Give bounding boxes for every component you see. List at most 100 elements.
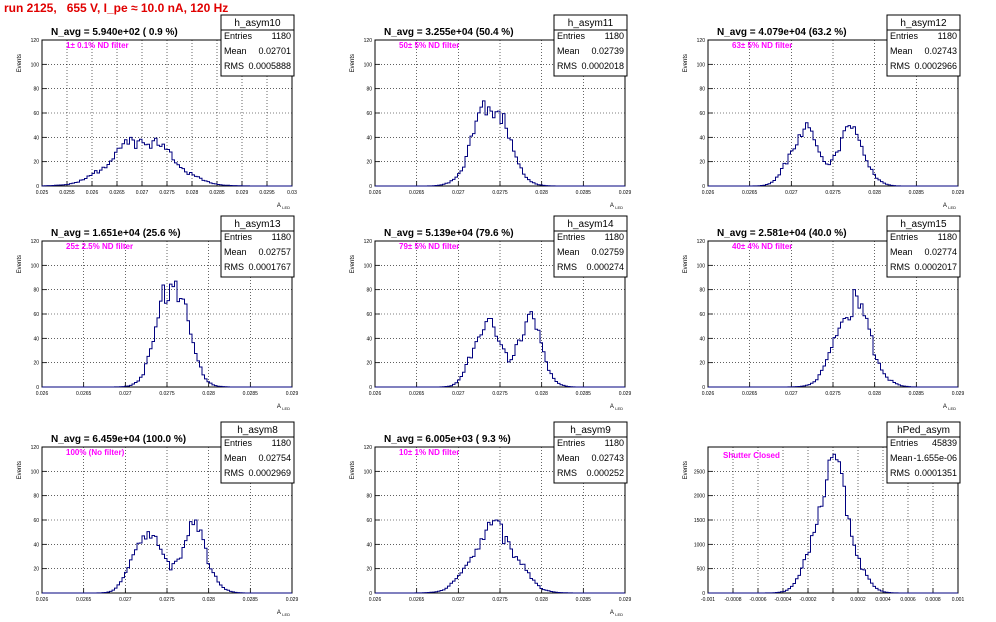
filter-annotation: Shutter Closed [723, 451, 780, 460]
stats-label-rms: RMS [890, 262, 910, 272]
y-tick-label: 120 [364, 239, 373, 245]
stats-label-entries: Entries [557, 31, 586, 41]
x-tick-label: 0.028 [186, 190, 199, 196]
y-tick-label: 1500 [694, 518, 705, 524]
x-tick-label: 0.0002 [850, 597, 866, 603]
y-tick-label: 40 [33, 135, 39, 141]
x-tick-label: 0.0265 [742, 190, 758, 196]
y-tick-label: 60 [33, 518, 39, 524]
filter-annotation: 25± 2.5% ND filter [66, 242, 133, 251]
histogram-series [42, 280, 292, 388]
histogram-series [708, 289, 958, 388]
x-tick-label: 0.0285 [243, 391, 259, 397]
x-tick-label: 0.0275 [492, 597, 508, 603]
x-tick-label: 0.029 [286, 391, 299, 397]
x-tick-label: 0.027 [785, 190, 798, 196]
x-tick-label: 0.027 [136, 190, 149, 196]
x-tick-label: 0.026 [702, 391, 715, 397]
histogram-name: h_asym15 [900, 219, 947, 230]
y-axis-label: Events [350, 255, 356, 273]
x-axis-label: A LED [943, 404, 956, 411]
page-title: run 2125, 655 V, I_pe ≈ 10.0 nA, 120 Hz [4, 1, 229, 15]
stats-label-mean: Mean [224, 453, 247, 463]
x-tick-label: 0.028 [202, 597, 215, 603]
x-tick-label: 0.029 [952, 391, 965, 397]
x-tick-label: 0.0265 [409, 597, 425, 603]
stats-value-rms: 0.0002018 [581, 61, 624, 71]
y-axis-label: Events [683, 461, 689, 479]
y-axis-label: Events [17, 255, 23, 273]
y-tick-label: 100 [364, 469, 373, 475]
y-tick-label: 60 [366, 518, 372, 524]
x-tick-label: 0.029 [619, 190, 632, 196]
y-axis-label: Events [683, 54, 689, 72]
y-axis-label: Events [17, 461, 23, 479]
stats-value-entries: 1180 [605, 31, 624, 41]
stats-box [553, 421, 628, 484]
stats-value-mean: 0.02739 [591, 46, 624, 56]
x-tick-label: 0.027 [452, 391, 465, 397]
stats-label-entries: Entries [890, 438, 919, 448]
x-tick-label: 0.0265 [409, 190, 425, 196]
x-axis-label: A LED [610, 610, 623, 617]
x-tick-label: 0.0275 [825, 391, 841, 397]
y-axis-label: Events [683, 255, 689, 273]
x-tick-label: 0.0295 [259, 190, 275, 196]
stats-label-entries: Entries [224, 438, 253, 448]
x-tick-label: 0.0004 [875, 597, 891, 603]
x-tick-label: 0.028 [868, 190, 881, 196]
y-tick-label: 0 [702, 385, 705, 391]
histogram-panel-hPed_asym: 0 500 1000 1500 2000 2500 -0.001 -0.0008 -0.0006… [683, 421, 964, 603]
y-tick-label: 0 [369, 385, 372, 391]
x-tick-label: 0.0275 [825, 190, 841, 196]
x-tick-label: 0.0285 [576, 391, 592, 397]
y-axis-label: Events [350, 461, 356, 479]
y-tick-label: 0 [702, 591, 705, 597]
y-tick-label: 20 [699, 361, 705, 367]
x-tick-label: 0.029 [619, 597, 632, 603]
stats-value-mean: 0.02757 [258, 247, 291, 257]
x-axis-label: A LED [277, 610, 290, 617]
n-avg-label: N_avg = 1.651e+04 (25.6 %) [51, 228, 181, 239]
histogram-series [375, 100, 625, 187]
filter-annotation: 40± 4% ND filter [732, 242, 792, 251]
stats-value-entries: 1180 [272, 438, 291, 448]
x-axis-label: A LED [277, 203, 290, 210]
y-tick-label: 120 [364, 38, 373, 44]
x-tick-label: 0.029 [619, 391, 632, 397]
y-axis-label: Events [17, 54, 23, 72]
y-tick-label: 0 [36, 385, 39, 391]
stats-value-mean: -1.655e-06 [913, 453, 957, 463]
x-tick-label: 0.028 [535, 597, 548, 603]
x-tick-label: 0.026 [702, 190, 715, 196]
filter-annotation: 1± 0.1% ND filter [66, 41, 129, 50]
x-tick-label: 0.028 [535, 391, 548, 397]
y-tick-label: 20 [366, 160, 372, 166]
stats-value-entries: 1180 [272, 31, 291, 41]
x-axis-label: A LED [277, 404, 290, 411]
x-tick-label: 0.0265 [76, 597, 92, 603]
histogram-panel-h_asym13: 0 20 40 60 80 100 120 0.026 0.0265 0.027 0.0275 0.0… [17, 215, 299, 411]
stats-value-rms: 0.0005888 [248, 61, 291, 71]
x-tick-label: 0.0275 [159, 597, 175, 603]
stats-box [553, 14, 628, 77]
filter-annotation: 50± 5% ND filter [399, 41, 459, 50]
x-tick-label: 0.026 [36, 391, 49, 397]
y-tick-label: 40 [366, 542, 372, 548]
y-tick-label: 80 [366, 87, 372, 93]
stats-label-entries: Entries [890, 232, 919, 242]
x-tick-label: 0.029 [286, 597, 299, 603]
stats-label-mean: Mean [890, 46, 913, 56]
x-tick-label: 0.0275 [492, 190, 508, 196]
x-axis-label: A LED [610, 203, 623, 210]
y-tick-label: 40 [699, 336, 705, 342]
x-tick-label: 0.028 [202, 391, 215, 397]
stats-label-mean: Mean [224, 247, 247, 257]
x-tick-label: 0.026 [369, 190, 382, 196]
histogram-name: h_asym14 [567, 219, 614, 230]
histogram-name: h_asym8 [237, 425, 278, 436]
y-tick-label: 60 [366, 111, 372, 117]
x-tick-label: 0.0265 [76, 391, 92, 397]
y-tick-label: 80 [699, 87, 705, 93]
